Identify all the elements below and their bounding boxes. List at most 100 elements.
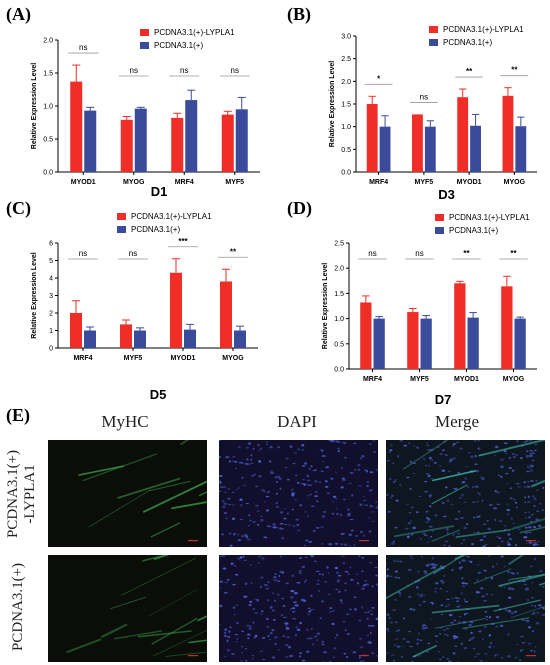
- nucleus-dot: [285, 644, 289, 646]
- nucleus-dot: [222, 567, 227, 570]
- nucleus-dot: [335, 588, 338, 590]
- nucleus-dot: [349, 519, 354, 520]
- nucleus-dot: [310, 628, 313, 630]
- nucleus-dot: [504, 525, 507, 527]
- nucleus-dot: [308, 540, 313, 544]
- nucleus-dot: [445, 590, 448, 593]
- bar-control-mrf4: [379, 126, 391, 172]
- nucleus-dot: [228, 460, 232, 463]
- myotube-fiber: [510, 605, 545, 619]
- myotube-fiber: [434, 618, 486, 629]
- nucleus-dot: [322, 661, 325, 662]
- nucleus-dot: [234, 613, 236, 616]
- nucleus-dot: [477, 564, 479, 566]
- y-tick-label: 1.0: [334, 316, 344, 323]
- nucleus-dot: [424, 534, 428, 536]
- nucleus-dot: [307, 610, 311, 613]
- nucleus-dot: [427, 449, 431, 451]
- nucleus-dot: [266, 441, 268, 443]
- nucleus-dot: [394, 638, 399, 640]
- nucleus-dot: [248, 514, 251, 517]
- nucleus-dot: [292, 618, 296, 620]
- nucleus-dot: [513, 498, 516, 501]
- nucleus-dot: [488, 616, 492, 619]
- nucleus-dot: [266, 524, 270, 528]
- nucleus-dot: [387, 630, 390, 633]
- y-axis-label: Relative Expression Level: [31, 63, 38, 149]
- nucleus-dot: [293, 611, 297, 613]
- nucleus-dot: [411, 506, 414, 509]
- nucleus-dot: [467, 452, 472, 454]
- nucleus-dot: [452, 533, 455, 536]
- nucleus-dot: [375, 617, 378, 620]
- nucleus-dot: [315, 527, 320, 529]
- bar-control-myod1: [467, 317, 479, 369]
- nucleus-dot: [339, 599, 343, 602]
- nucleus-dot: [386, 652, 389, 654]
- nucleus-dot: [432, 556, 435, 560]
- nucleus-dot: [508, 596, 512, 599]
- nucleus-dot: [292, 611, 295, 613]
- nucleus-dot: [267, 581, 270, 584]
- nucleus-dot: [529, 454, 533, 457]
- nucleus-dot: [371, 585, 374, 588]
- nucleus-dot: [270, 470, 274, 474]
- nucleus-dot: [433, 461, 437, 464]
- bar-control-mrf4: [185, 100, 198, 172]
- nucleus-dot: [484, 653, 488, 655]
- nucleus-dot: [535, 480, 538, 482]
- nucleus-dot: [301, 465, 306, 467]
- nucleus-dot: [427, 474, 431, 478]
- nucleus-dot: [537, 604, 542, 607]
- nucleus-dot: [280, 614, 284, 617]
- nucleus-dot: [366, 485, 369, 488]
- nucleus-dot: [347, 514, 351, 517]
- nucleus-dot: [463, 647, 468, 650]
- nucleus-dot: [503, 450, 507, 452]
- nucleus-dot: [358, 503, 363, 505]
- legend-swatch-lypla1: [429, 26, 438, 33]
- nucleus-dot: [302, 479, 306, 481]
- myotube-fiber: [455, 529, 512, 538]
- nucleus-dot: [524, 532, 529, 534]
- y-tick-label: 0.0: [341, 170, 351, 177]
- legend-label-lypla1: PCDNA3.1(+)-LYPLA1: [131, 212, 212, 221]
- nucleus-dot: [341, 441, 345, 444]
- nucleus-dot: [244, 582, 248, 585]
- nucleus-dot: [536, 510, 539, 512]
- nucleus-dot: [435, 640, 438, 643]
- nucleus-dot: [470, 455, 474, 458]
- myotube-fiber: [141, 555, 170, 562]
- nucleus-dot: [439, 565, 443, 567]
- nucleus-dot: [459, 497, 462, 499]
- nucleus-dot: [331, 610, 335, 612]
- nucleus-dot: [289, 445, 293, 448]
- nucleus-dot: [277, 580, 280, 583]
- nucleus-dot: [260, 518, 264, 522]
- nucleus-dot: [326, 492, 330, 494]
- nucleus-dot: [476, 653, 481, 655]
- bar-control-mrf4: [373, 318, 385, 369]
- nucleus-dot: [441, 469, 446, 472]
- nucleus-dot: [278, 478, 282, 480]
- nucleus-dot: [228, 488, 230, 490]
- nucleus-dot: [239, 498, 243, 501]
- nucleus-dot: [335, 507, 338, 510]
- nucleus-dot: [254, 612, 258, 614]
- nucleus-dot: [519, 649, 523, 652]
- myotube-fiber: [165, 651, 207, 657]
- nucleus-dot: [392, 609, 396, 611]
- legend-swatch-control: [429, 39, 438, 46]
- nucleus-dot: [430, 563, 435, 566]
- myotube-fiber: [478, 440, 545, 457]
- nucleus-dot: [509, 538, 513, 540]
- nucleus-dot: [348, 533, 352, 536]
- nucleus-dot: [305, 628, 309, 631]
- nucleus-dot: [364, 612, 367, 614]
- nucleus-dot: [229, 544, 233, 547]
- bar-control-mrf4: [84, 330, 96, 348]
- nucleus-dot: [257, 443, 260, 447]
- y-tick-label: 1.5: [43, 71, 53, 78]
- legend-label-control: PCDNA3.1(+): [449, 226, 498, 235]
- nucleus-dot: [394, 621, 399, 624]
